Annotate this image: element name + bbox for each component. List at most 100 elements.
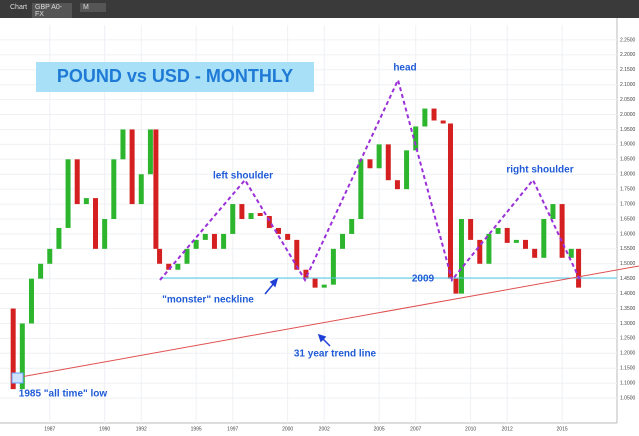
candle — [440, 120, 446, 124]
x-tick-label: 1990 — [99, 426, 110, 432]
candle — [404, 150, 410, 190]
candle — [83, 198, 89, 205]
annotation: 31 year trend line — [294, 349, 377, 360]
candle — [568, 248, 574, 258]
candle — [453, 278, 459, 294]
y-tick-label: 1.5000 — [620, 261, 636, 267]
interval-box[interactable]: M — [80, 3, 106, 12]
toolbar: Chart GBP A0-FX M — [0, 0, 639, 19]
candle — [157, 248, 163, 264]
y-tick-label: 1.2000 — [620, 351, 636, 357]
x-tick-label: 2015 — [557, 426, 568, 432]
candle — [193, 239, 199, 249]
y-tick-label: 1.9500 — [620, 127, 636, 133]
annotation: head — [393, 63, 416, 74]
y-tick-label: 1.4500 — [620, 276, 636, 282]
y-tick-label: 1.7000 — [620, 201, 636, 207]
candle — [495, 227, 501, 234]
candle — [422, 108, 428, 127]
candle — [294, 239, 300, 270]
candle — [358, 159, 364, 219]
x-tick-label: 2010 — [465, 426, 476, 432]
candle — [468, 219, 474, 240]
candle — [147, 129, 153, 175]
symbol-box[interactable]: GBP A0-FX — [32, 3, 72, 19]
x-tick-label: 1987 — [44, 426, 55, 432]
arrow-head — [317, 333, 327, 343]
plot: 1.0500 1.1000 1.1500 1.2000 1.2500 1.3000 1.35… — [0, 25, 636, 432]
candle — [184, 248, 190, 264]
candle — [541, 219, 547, 258]
candle — [266, 216, 272, 228]
candle — [458, 219, 464, 294]
x-tick-label: 1997 — [227, 426, 238, 432]
candle — [211, 233, 217, 249]
candle — [111, 159, 117, 219]
candle — [28, 278, 34, 324]
x-tick-label: 2000 — [282, 426, 293, 432]
candle — [349, 219, 355, 234]
candle — [74, 159, 80, 205]
candle — [129, 129, 135, 205]
candle — [138, 174, 144, 205]
x-tick-label: 1992 — [136, 426, 147, 432]
candle — [576, 248, 582, 288]
candle — [10, 308, 16, 390]
y-tick-label: 1.6000 — [620, 231, 636, 237]
candle — [367, 159, 373, 169]
candle — [330, 248, 336, 285]
y-tick-label: 1.8500 — [620, 157, 636, 163]
candle — [56, 227, 62, 249]
y-tick-label: 1.3000 — [620, 321, 636, 327]
x-tick-label: 2012 — [502, 426, 513, 432]
y-tick-label: 1.1000 — [620, 380, 636, 386]
candle — [312, 278, 318, 288]
arrow-head — [269, 277, 279, 288]
annotation: left shoulder — [213, 171, 273, 182]
candle — [413, 126, 419, 151]
candle — [221, 233, 227, 249]
x-tick-label: 1995 — [191, 426, 202, 432]
candle — [175, 263, 181, 270]
y-tick-label: 2.2500 — [620, 37, 636, 43]
x-tick-label: 2005 — [374, 426, 385, 432]
candle — [93, 198, 99, 249]
candle — [504, 227, 510, 243]
y-tick-label: 1.3500 — [620, 306, 636, 312]
y-tick-label: 1.7500 — [620, 186, 636, 192]
chart-title: POUND vs USD - MONTHLY — [57, 66, 293, 86]
candle — [550, 204, 556, 219]
y-tick-label: 2.0500 — [620, 97, 636, 103]
candle — [477, 239, 483, 264]
candle — [120, 129, 126, 160]
candle — [486, 233, 492, 264]
candle — [340, 233, 346, 249]
low-marker — [11, 372, 24, 384]
candle — [65, 159, 71, 228]
candle — [239, 204, 245, 219]
candle — [559, 204, 565, 258]
candle — [275, 227, 281, 234]
candle — [38, 263, 44, 279]
chart: 1.0500 1.1000 1.1500 1.2000 1.2500 1.3000 1.35… — [0, 18, 639, 436]
y-tick-label: 1.1500 — [620, 366, 636, 372]
candle — [153, 129, 159, 249]
y-tick-label: 1.5500 — [620, 246, 636, 252]
x-tick-label: 2007 — [410, 426, 421, 432]
candle — [523, 239, 529, 249]
annotation: 1985 "all time" low — [19, 389, 108, 400]
annotation: "monster" neckline — [162, 295, 254, 306]
y-tick-label: 1.8000 — [620, 172, 636, 178]
candle — [447, 123, 453, 279]
candle — [431, 108, 437, 121]
candle — [257, 213, 263, 217]
y-tick-label: 1.9000 — [620, 142, 636, 148]
x-tick-label: 2002 — [319, 426, 330, 432]
candle — [202, 233, 208, 240]
y-tick-label: 2.1500 — [620, 67, 636, 73]
candle — [166, 263, 172, 270]
y-tick-label: 2.0000 — [620, 112, 636, 118]
title-box — [36, 62, 314, 92]
trend-line — [14, 265, 639, 379]
